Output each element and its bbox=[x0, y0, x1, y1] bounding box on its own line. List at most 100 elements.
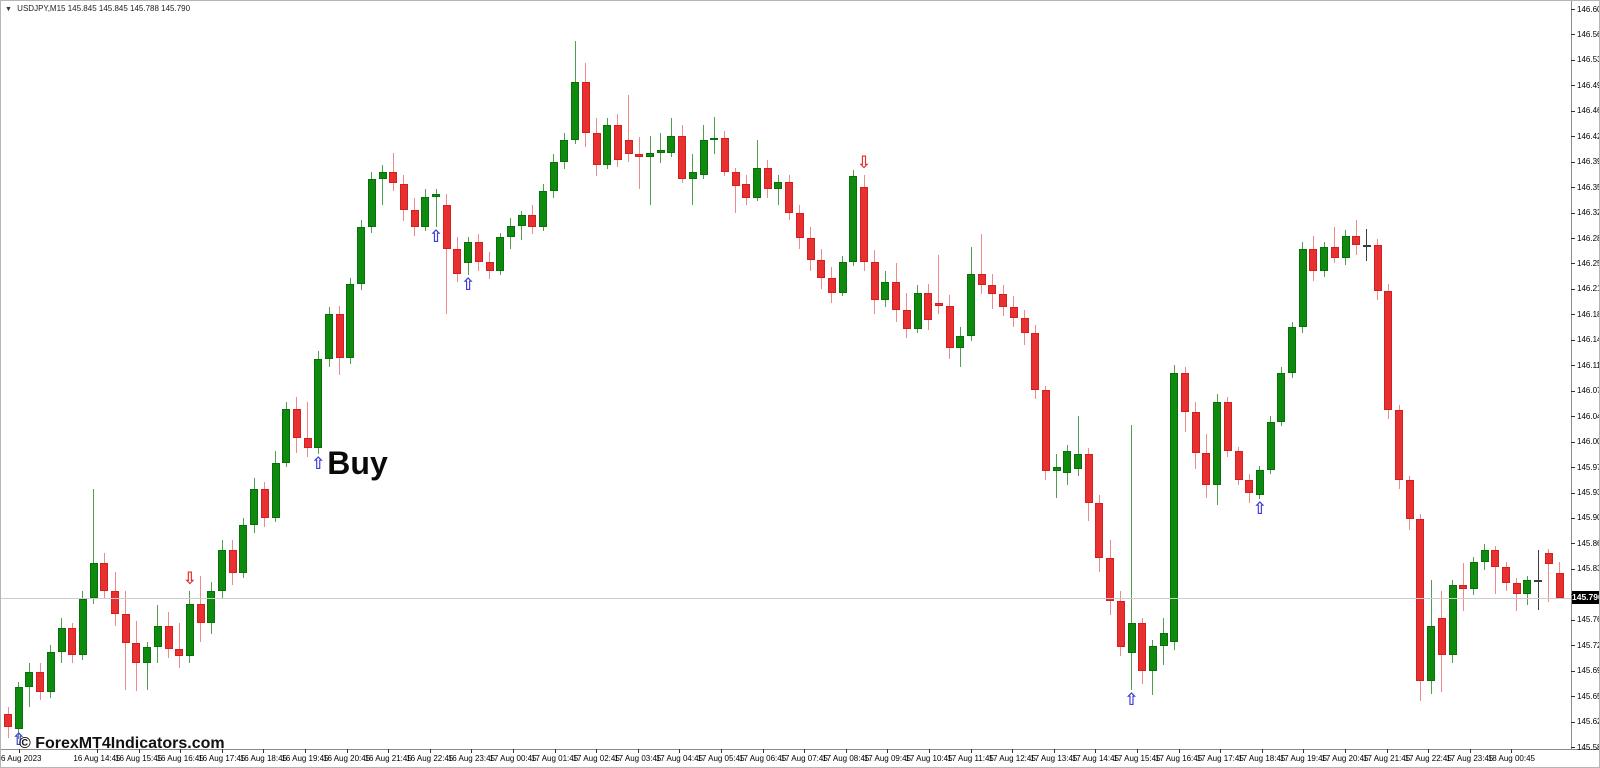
price-axis-label: 146.040 bbox=[1577, 411, 1599, 421]
candle-body bbox=[314, 359, 323, 449]
buy-arrow-icon: ⇧ bbox=[460, 275, 476, 296]
candle-wick bbox=[1334, 227, 1336, 264]
price-axis-tick bbox=[1571, 110, 1575, 112]
candle-body bbox=[1395, 410, 1403, 481]
candle-body bbox=[1448, 584, 1457, 655]
candle-body bbox=[1095, 503, 1104, 558]
candle-body bbox=[1416, 519, 1425, 681]
price-axis-label: 146.215 bbox=[1577, 284, 1599, 294]
buy-arrow-icon: ⇧ bbox=[1252, 499, 1268, 520]
candle-body bbox=[1437, 618, 1446, 655]
candle-body bbox=[1138, 622, 1147, 671]
candle-body bbox=[603, 125, 612, 165]
time-axis-tick bbox=[388, 749, 390, 753]
time-axis-tick bbox=[596, 749, 598, 753]
price-axis-tick bbox=[1571, 517, 1575, 519]
time-axis-tick bbox=[804, 749, 806, 753]
candle-wick bbox=[1131, 424, 1132, 690]
time-axis-label: 17 Aug 10:45 bbox=[905, 754, 953, 763]
price-axis-tick bbox=[1571, 670, 1575, 672]
candle-body bbox=[1084, 453, 1093, 504]
time-axis-label: 17 Aug 12:45 bbox=[988, 754, 1036, 763]
price-axis-tick bbox=[1571, 568, 1575, 570]
candle-body bbox=[111, 590, 119, 614]
candle-wick bbox=[1494, 545, 1496, 594]
buy-signal-label: Buy bbox=[327, 444, 388, 481]
candle-body bbox=[646, 152, 654, 158]
candle-wick bbox=[713, 116, 715, 155]
time-axis-label: 17 Aug 06:45 bbox=[739, 754, 787, 763]
candle-body bbox=[1502, 567, 1510, 584]
candle-body bbox=[271, 462, 280, 518]
candle-body bbox=[881, 282, 890, 300]
time-axis-label: 17 Aug 23:45 bbox=[1446, 754, 1494, 763]
time-axis-tick bbox=[762, 749, 764, 753]
candle-body bbox=[720, 138, 729, 172]
time-axis-tick bbox=[221, 749, 223, 753]
price-axis-label: 145.865 bbox=[1577, 538, 1599, 548]
candle-body bbox=[1106, 557, 1115, 601]
time-axis-label: 16 Aug 21:45 bbox=[364, 754, 412, 763]
price-axis-tick bbox=[1571, 339, 1575, 341]
candle-wick bbox=[435, 189, 437, 228]
candle-body bbox=[892, 282, 901, 310]
candle-wick bbox=[649, 135, 651, 206]
time-axis-label: 17 Aug 00:45 bbox=[489, 754, 537, 763]
time-axis-tick bbox=[1261, 749, 1263, 753]
watermark-text: © ForexMT4Indicators.com bbox=[19, 735, 225, 752]
price-axis-label: 146.250 bbox=[1577, 258, 1599, 268]
candle-body bbox=[528, 215, 537, 228]
doji-candle-body bbox=[1534, 580, 1543, 583]
price-axis-tick bbox=[1571, 747, 1575, 748]
candle-body bbox=[1127, 622, 1136, 654]
candle-body bbox=[763, 167, 772, 190]
time-axis-label: 17 Aug 08:45 bbox=[822, 754, 870, 763]
time-axis-label: 17 Aug 22:45 bbox=[1404, 754, 1452, 763]
candle-body bbox=[367, 179, 376, 228]
time-axis-tick bbox=[263, 749, 265, 753]
candle-body bbox=[1288, 327, 1296, 373]
price-axis-tick bbox=[1571, 238, 1575, 240]
candle-body bbox=[121, 613, 130, 644]
candle-wick bbox=[981, 234, 983, 294]
price-axis-label: 146.390 bbox=[1577, 157, 1599, 167]
price-axis-tick bbox=[1571, 187, 1575, 189]
candle-wick bbox=[1537, 549, 1539, 610]
time-axis-divider bbox=[1, 749, 1599, 750]
time-axis-tick bbox=[1469, 749, 1471, 753]
price-axis-tick bbox=[1571, 136, 1575, 138]
buy-arrow-icon: ⇧ bbox=[428, 227, 444, 248]
candle-body bbox=[1041, 389, 1050, 472]
price-axis-label: 145.760 bbox=[1577, 615, 1599, 625]
price-axis-tick bbox=[1571, 288, 1575, 290]
candle-body bbox=[977, 273, 986, 286]
collapse-quotes-icon[interactable]: ▼ bbox=[5, 6, 12, 13]
sell-arrow-icon: ⇩ bbox=[856, 152, 872, 173]
chart-plot-area[interactable] bbox=[1, 1, 1571, 749]
candle-body bbox=[613, 125, 622, 161]
candle-body bbox=[849, 176, 858, 263]
ohlc-readout: 145.845 145.845 145.788 145.790 bbox=[67, 4, 191, 13]
candle-body bbox=[592, 132, 601, 165]
time-axis-tick bbox=[19, 749, 20, 753]
price-axis-label: 146.495 bbox=[1577, 80, 1599, 90]
candle-body bbox=[1063, 451, 1072, 473]
candle-body bbox=[196, 603, 205, 624]
time-axis-tick bbox=[970, 749, 972, 753]
candle-body bbox=[303, 437, 312, 449]
candle-body bbox=[774, 182, 783, 190]
current-price-tag: 145.790 bbox=[1572, 591, 1600, 605]
candle-body bbox=[860, 187, 868, 263]
price-axis-label: 146.355 bbox=[1577, 182, 1599, 192]
time-axis-label: 17 Aug 02:45 bbox=[572, 754, 620, 763]
candle-body bbox=[207, 590, 216, 624]
candle-wick bbox=[777, 174, 779, 206]
candle-wick bbox=[392, 152, 394, 191]
candle-body bbox=[1480, 549, 1489, 562]
candle-body bbox=[453, 248, 462, 274]
time-axis-label: 16 Aug 20:45 bbox=[323, 754, 371, 763]
time-axis-tick bbox=[1137, 749, 1138, 753]
price-axis-tick bbox=[1571, 9, 1575, 10]
time-axis-tick bbox=[1178, 749, 1180, 753]
candle-body bbox=[1427, 625, 1436, 681]
